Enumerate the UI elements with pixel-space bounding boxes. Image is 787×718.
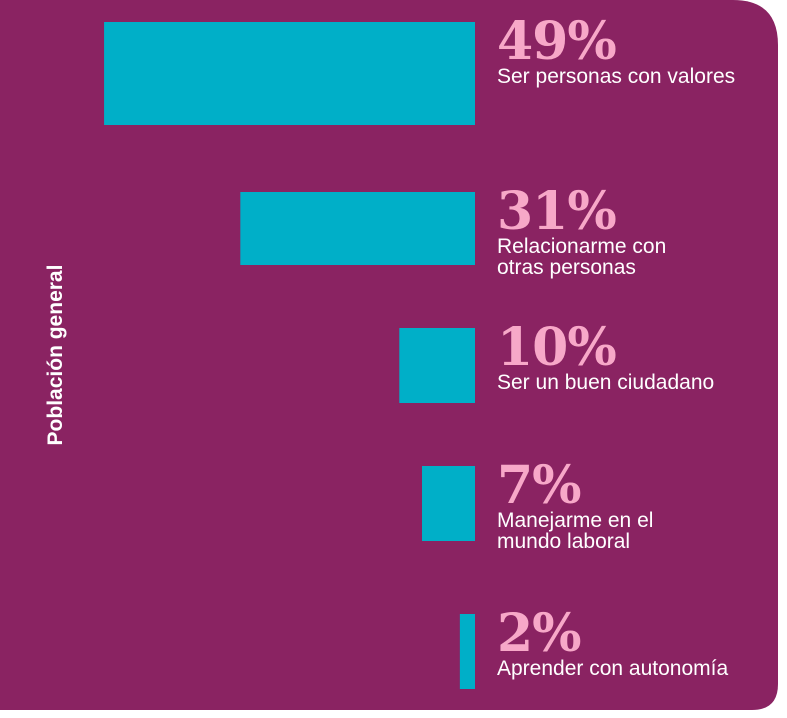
bar-label: 31% Relacionarme con otras personas: [497, 181, 667, 279]
category-label: Relacionarme con otras personas: [497, 235, 667, 279]
value-label: 49%: [497, 11, 617, 72]
background-panel: [0, 0, 778, 710]
y-axis-label: Población general: [44, 264, 67, 446]
bar-label: 10% Ser un buen ciudadano: [497, 317, 715, 394]
bar: [104, 22, 475, 125]
category-label: Aprender con autonomía: [497, 657, 729, 680]
category-label: Ser un buen ciudadano: [497, 371, 715, 394]
bar-label: 7% Manejarme en el mundo laboral: [497, 455, 654, 553]
category-label: Manejarme en el mundo laboral: [497, 509, 654, 553]
bar: [422, 466, 475, 541]
category-label: Ser personas con valores: [497, 65, 736, 88]
bar: [459, 614, 475, 689]
value-label: 31%: [497, 181, 617, 242]
value-label: 10%: [497, 317, 617, 378]
bar-label: 2% Aprender con autonomía: [497, 603, 729, 680]
bar-label: 49% Ser personas con valores: [497, 11, 736, 88]
bar: [240, 192, 475, 265]
value-label: 7%: [497, 455, 582, 516]
bar: [399, 328, 475, 403]
value-label: 2%: [497, 603, 582, 664]
